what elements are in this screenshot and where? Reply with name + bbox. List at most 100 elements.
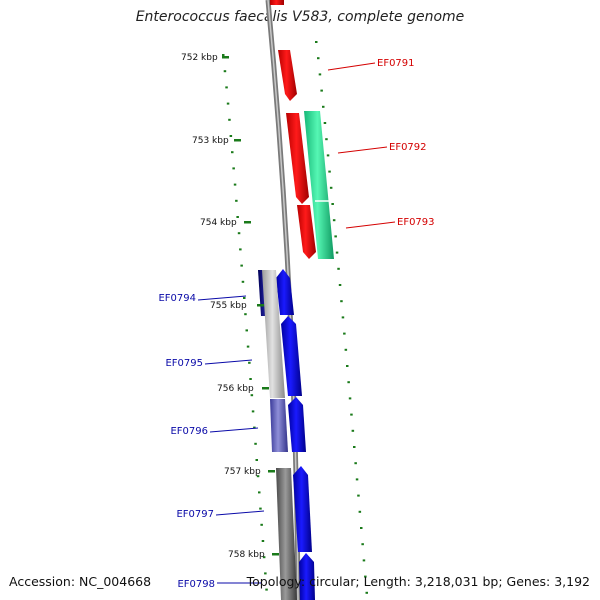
- gene-labels: EF0791 EF0792 EF0793 EF0794 EF0795 EF0796 EF07…: [158, 58, 434, 590]
- scale-tick-inner: [253, 426, 256, 429]
- scale-tick-outer: [329, 186, 333, 189]
- scale-track: [222, 41, 368, 594]
- scale-tick-inner: [232, 167, 235, 170]
- gene-label-leader: [209, 427, 259, 433]
- gene-label-ef0793[interactable]: EF0793: [397, 217, 435, 228]
- scale-tick-outer: [322, 105, 325, 108]
- scale-tick-inner: [246, 345, 250, 348]
- scale-tick-outer: [326, 154, 330, 157]
- gene-green-feature: [304, 111, 334, 259]
- scale-tick-outer: [341, 316, 345, 319]
- kbp-major-tick: [268, 470, 275, 473]
- kbp-major-tick: [257, 304, 264, 307]
- gene-ef0792[interactable]: [286, 113, 309, 204]
- gene-ef0798[interactable]: [299, 553, 315, 600]
- scale-tick-inner: [255, 459, 258, 461]
- gene-ef0795[interactable]: [281, 316, 302, 396]
- scale-tick-inner: [226, 102, 230, 105]
- scale-tick-outer: [365, 591, 368, 594]
- scale-tick-inner: [236, 216, 239, 218]
- scale-tick-outer: [351, 429, 355, 432]
- scale-tick-outer: [343, 332, 346, 335]
- scale-tick-inner: [259, 507, 262, 510]
- scale-tick-outer: [340, 300, 343, 303]
- scale-tick-inner: [228, 118, 231, 121]
- scale-tick-outer: [364, 575, 367, 578]
- scale-tick-inner: [244, 313, 247, 316]
- scale-tick-inner: [225, 86, 228, 89]
- gene-ef0794[interactable]: [276, 269, 294, 315]
- scale-tick-outer: [347, 381, 350, 384]
- gene-label-ef0795[interactable]: EF0795: [165, 358, 203, 369]
- scale-tick-inner: [245, 329, 248, 332]
- gene-ef0797[interactable]: [293, 466, 312, 552]
- kbp-label: 753 kbp: [192, 136, 229, 146]
- scale-tick-inner: [241, 280, 245, 283]
- gene-label-leader: [337, 146, 388, 154]
- scale-tick-outer: [320, 89, 323, 92]
- scale-tick-outer: [317, 57, 320, 60]
- scale-tick-outer: [358, 510, 362, 513]
- gene-ef0796[interactable]: [288, 397, 306, 452]
- topology-text: Topology: circular; Length: 3,218,031 bp…: [246, 574, 590, 589]
- kbp-major-tick: [262, 387, 269, 390]
- kbp-major-tick: [272, 553, 279, 556]
- scale-tick-inner: [265, 588, 268, 591]
- scale-tick-outer: [328, 170, 331, 173]
- scale-tick-outer: [354, 462, 357, 465]
- scale-tick-outer: [350, 413, 353, 416]
- scale-tick-inner: [251, 410, 255, 413]
- scale-tick-outer: [362, 559, 366, 562]
- gene-label-leader: [197, 295, 247, 301]
- scale-tick-inner: [240, 264, 243, 267]
- gene-label-ef0798[interactable]: EF0798: [177, 579, 215, 590]
- scale-tick-inner: [235, 199, 238, 202]
- scale-tick-inner: [254, 442, 257, 445]
- kbp-labels: 752 kbp 753 kbp 754 kbp 755 kbp 756 kbp 757 k…: [181, 53, 279, 560]
- scale-tick-inner: [237, 232, 241, 235]
- scale-tick-outer: [338, 284, 342, 286]
- scale-tick-inner: [229, 135, 233, 137]
- scale-tick-outer: [318, 73, 322, 76]
- scale-tick-inner: [258, 491, 261, 494]
- gene-label-leader: [345, 221, 396, 229]
- kbp-major-tick: [222, 56, 229, 59]
- kbp-label: 752 kbp: [181, 53, 218, 63]
- gene-label-ef0792[interactable]: EF0792: [389, 142, 427, 153]
- scale-tick-outer: [334, 235, 337, 238]
- scale-tick-outer: [344, 348, 348, 351]
- gene-label-ef0796[interactable]: EF0796: [170, 426, 208, 437]
- scale-tick-inner: [256, 475, 260, 478]
- gene-label-ef0794[interactable]: EF0794: [158, 293, 196, 304]
- kbp-major-tick: [234, 139, 241, 142]
- gene-ef0793-a[interactable]: [297, 205, 316, 259]
- gene-ef0791[interactable]: [278, 50, 297, 101]
- scale-tick-inner: [239, 248, 242, 251]
- feature-gray-dark: [276, 468, 297, 600]
- feature-purple: [270, 399, 288, 452]
- scale-tick-outer: [335, 251, 339, 254]
- kbp-label: 755 kbp: [210, 301, 247, 311]
- feature-gray-light: [262, 270, 285, 398]
- scale-tick-inner: [248, 361, 251, 364]
- scale-tick-inner: [233, 183, 237, 186]
- gene-label-leader: [204, 359, 253, 365]
- gene-label-leader: [327, 62, 376, 71]
- scale-tick-inner: [260, 523, 263, 526]
- kbp-label: 757 kbp: [224, 467, 261, 477]
- scale-tick-outer: [360, 527, 363, 529]
- scale-tick-inner: [249, 378, 252, 380]
- scale-tick-outer: [315, 41, 318, 43]
- gene-label-ef0797[interactable]: EF0797: [176, 509, 214, 520]
- scale-tick-outer: [346, 365, 349, 367]
- gene-label-ef0791[interactable]: EF0791: [377, 58, 415, 69]
- scale-tick-outer: [332, 219, 336, 222]
- scale-tick-outer: [323, 122, 327, 124]
- scale-tick-inner: [231, 151, 234, 154]
- accession-text: Accession: NC_004668: [9, 574, 152, 589]
- gene-partial-top: [270, 0, 284, 5]
- scale-tick-inner: [262, 556, 266, 559]
- scale-tick-inner: [264, 572, 267, 575]
- scale-tick-outer: [331, 203, 334, 205]
